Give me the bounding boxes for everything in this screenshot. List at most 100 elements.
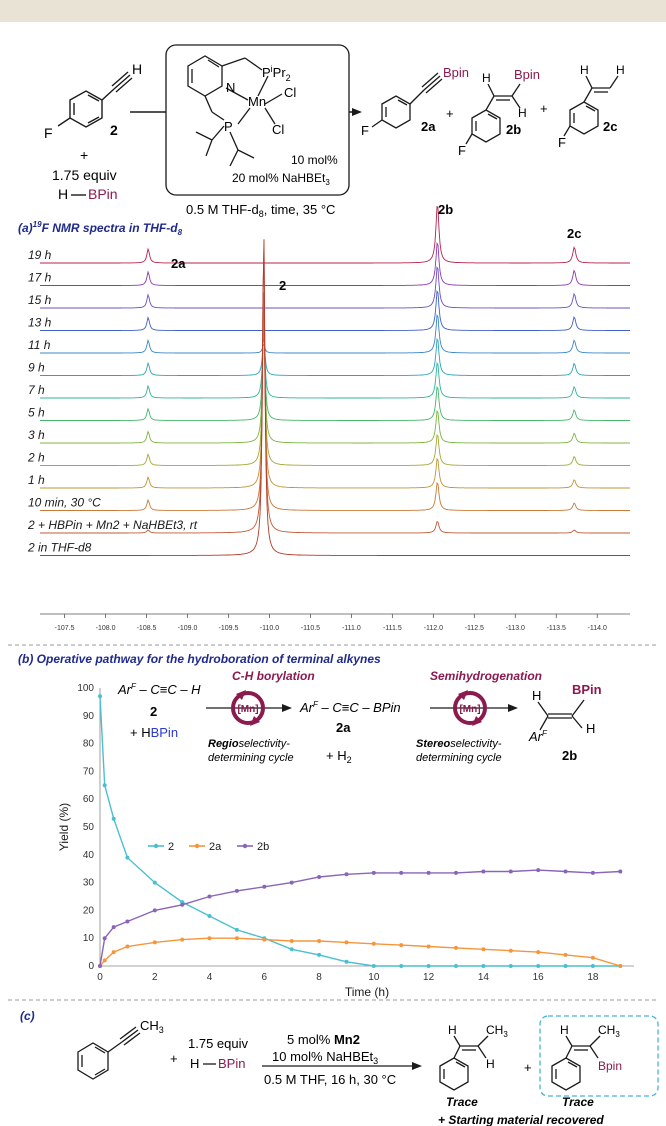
equiv-text: 1.75 equiv — [52, 167, 117, 183]
nmr-trace-label: 9 h — [28, 361, 45, 375]
nmr-trace-label: 1 h — [28, 473, 45, 487]
series-point-2a — [454, 945, 458, 950]
nmr-x-tick-label: -111.0 — [342, 625, 361, 632]
c-plus: + — [170, 1051, 178, 1066]
hbpin-b: BPin — [88, 186, 118, 202]
chart-x-tick-label: 10 — [368, 972, 380, 983]
nmr-trace-label: 13 h — [28, 316, 52, 330]
nmr-trace-label: 2 + HBPin + Mn2 + NaHBEt3, rt — [27, 518, 198, 532]
c-equiv: 1.75 equiv — [188, 1036, 248, 1051]
series-point-2a — [111, 950, 116, 955]
s2-plus: + H2 — [326, 748, 352, 765]
c-p1-h1: H — [448, 1023, 457, 1037]
nmr-trace-label: 15 h — [28, 293, 52, 307]
nmr-trace — [40, 307, 630, 466]
nmr-trace — [40, 265, 630, 309]
series-point-2 — [125, 855, 130, 860]
nmr-trace — [40, 239, 630, 556]
plus-sign: + — [80, 147, 88, 163]
nmr-x-tick-label: -112.5 — [465, 625, 484, 632]
s1-formula: ArF – C≡C – H — [117, 682, 201, 697]
nmr-trace — [40, 314, 630, 444]
series-line-2a — [99, 937, 621, 967]
panel-a-title: (a)19F NMR spectra in THF-d8 — [18, 220, 183, 237]
c-cat-line1: 5 mol% Mn2 — [287, 1032, 360, 1047]
catalyst-p1: PiPr2 — [262, 64, 291, 83]
chart-y-tick-label: 40 — [83, 850, 95, 861]
peak-label-2b: 2b — [438, 202, 453, 217]
nmr-x-tick-label: -109.5 — [219, 625, 239, 632]
chart-y-tick-label: 10 — [83, 933, 95, 944]
series-point-2b — [536, 868, 541, 873]
series-point-2a — [508, 948, 513, 953]
stereo-line1: Stereoselectivity- — [416, 738, 502, 750]
series-point-2b — [317, 875, 322, 879]
panel-b-title: (b) Operative pathway for the hydroborat… — [18, 652, 381, 666]
catalyst-structure — [187, 55, 283, 167]
series-point-2b — [344, 872, 349, 877]
series-point-2 — [481, 964, 486, 968]
series-point-2a — [399, 943, 404, 948]
product-2c-f: F — [558, 135, 566, 150]
c-conditions: 0.5 M THF, 16 h, 30 °C — [264, 1072, 396, 1087]
conditions-text: 0.5 M THF-d8, time, 35 °C — [186, 202, 335, 219]
series-point-2 — [508, 964, 513, 968]
product-2b-label: 2b — [506, 122, 521, 137]
c-p2-bpin: Bpin — [598, 1059, 622, 1073]
product-2a-f: F — [361, 123, 369, 138]
series-point-2a — [317, 939, 322, 943]
series-line-2b — [99, 869, 621, 967]
catalyst-p2: P — [224, 119, 233, 134]
top-band — [0, 0, 666, 22]
series-point-2b — [180, 902, 185, 907]
series-point-2a — [618, 964, 623, 968]
panel-a: (a)19F NMR spectra in THF-d8 19 h 17 h 15 … — [18, 202, 630, 632]
series-point-2a — [262, 937, 267, 942]
vinyl-ar: ArF — [528, 729, 548, 744]
product-2a-bpin: Bpin — [443, 65, 469, 80]
chart-x-tick-label: 12 — [423, 972, 435, 983]
reaction-scheme: H F 2 + 1.75 equiv H BPin — [44, 44, 625, 219]
series-point-2a — [125, 944, 130, 949]
chart-y-tick-label: 90 — [83, 711, 95, 722]
series-point-2b — [426, 870, 431, 875]
hbpin-h: H — [58, 186, 68, 202]
series-point-2b — [98, 964, 102, 968]
panel-b: (b) Operative pathway for the hydroborat… — [18, 652, 634, 999]
nmr-trace — [40, 206, 630, 264]
series-point-2 — [111, 816, 116, 821]
c-p1-ch3: CH3 — [486, 1023, 508, 1039]
product-2c-structure — [563, 75, 619, 137]
chart-y-tick-label: 100 — [77, 683, 94, 694]
series-point-2b — [371, 870, 376, 875]
series-point-2a — [234, 936, 239, 941]
c-hb-b: BPin — [218, 1056, 245, 1071]
series-point-2 — [98, 694, 102, 699]
series-point-2a — [590, 955, 595, 960]
chart-y-tick-label: 50 — [83, 822, 95, 833]
legend-label-2b: 2b — [257, 841, 269, 853]
series-point-2a — [289, 939, 294, 943]
series-point-2 — [152, 880, 157, 885]
nmr-trace-label: 3 h — [28, 428, 45, 442]
series-point-2 — [563, 964, 568, 968]
vinyl-label: 2b — [562, 748, 577, 763]
reaction-arrowhead — [352, 108, 362, 116]
legend-marker-2a — [194, 843, 200, 849]
nmr-traces — [40, 206, 630, 556]
chart-x-tick-label: 14 — [478, 972, 490, 983]
c-ch3: CH3 — [140, 1018, 164, 1035]
nmr-trace — [40, 336, 630, 376]
pathway-scheme: ArF – C≡C – H 2 + HBPin C-H borylation [… — [117, 669, 602, 765]
s2-formula: ArF – C≡C – BPin — [299, 700, 401, 715]
chart-y-tick-label: 70 — [83, 766, 95, 777]
catalyst-n: N — [226, 80, 235, 95]
series-point-2b — [102, 936, 107, 941]
nmr-trace-label: 17 h — [28, 271, 52, 285]
c-recovered: + Starting material recovered — [438, 1113, 604, 1126]
chart-y-label: Yield (%) — [57, 803, 71, 851]
step2-mn: [Mn] — [459, 704, 480, 715]
nmr-x-tick-label: -111.5 — [383, 625, 402, 632]
c-plus2: + — [524, 1060, 532, 1075]
